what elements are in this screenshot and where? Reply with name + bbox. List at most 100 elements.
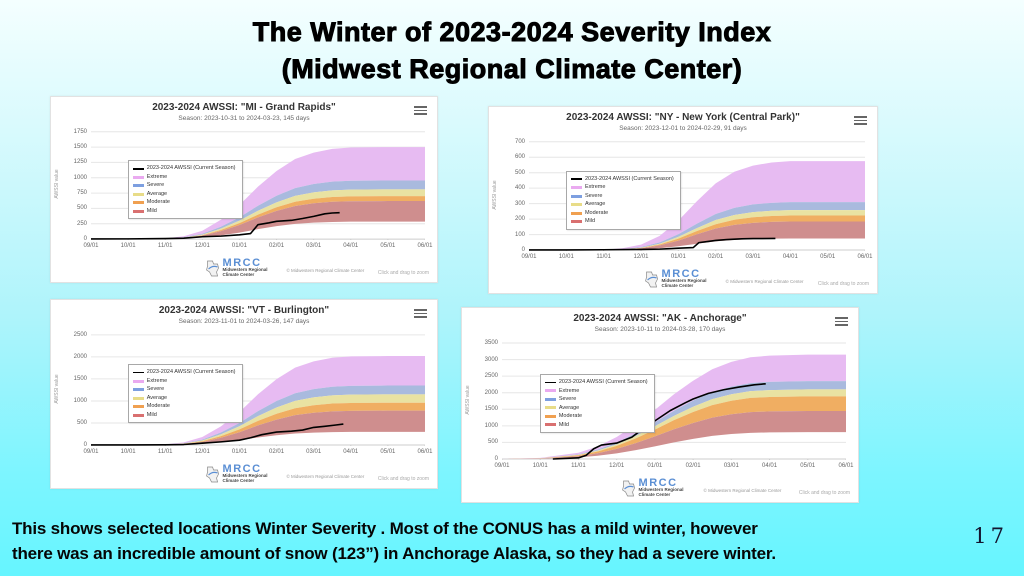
- x-tick-label: 02/01: [685, 463, 701, 469]
- zoom-hint-text: Click and drag to zoom: [377, 476, 429, 482]
- caption-line-2: there was an incredible amount of snow (…: [12, 544, 776, 563]
- y-axis-tick-labels: 0 500 1000 1500 2000 2500 3000 3500: [468, 339, 498, 462]
- chart-panel-ny-new-york-central-park: 2023-2024 AWSSI: "NY - New York (Central…: [488, 106, 878, 294]
- x-tick-label: 10/01: [120, 243, 136, 249]
- chart-title: 2023-2024 AWSSI: "VT - Burlington": [158, 305, 330, 316]
- band-moderate: [91, 402, 425, 446]
- x-tick-label: 10/01: [558, 254, 574, 260]
- mrcc-logo: MRCC Midwestern Regional Climate Center: [206, 464, 268, 484]
- chart-footer: MRCC Midwestern Regional Climate Center …: [51, 254, 437, 280]
- band-extreme: [529, 161, 865, 251]
- x-tick-label: 03/01: [723, 463, 739, 469]
- legend-swatch-average: [544, 406, 556, 410]
- plot-canvas[interactable]: [502, 339, 846, 460]
- y-tick-label: 750: [76, 190, 87, 197]
- x-tick-label: 02/01: [708, 254, 724, 260]
- y-tick-label: 3500: [484, 340, 498, 347]
- mrcc-logo-name-line-1: Midwestern Regional: [638, 487, 684, 493]
- y-tick-label: 0: [83, 236, 87, 243]
- mrcc-logo-name-line-1: Midwestern Regional: [222, 267, 268, 273]
- legend-item: Extreme: [132, 377, 236, 386]
- band-severe: [502, 381, 846, 459]
- mrcc-logo-acronym: MRCC: [222, 463, 262, 476]
- mrcc-logo-name-line-2: Climate Center: [222, 478, 255, 484]
- legend-item: Average: [544, 404, 648, 413]
- band-severe: [91, 385, 425, 446]
- copyright-text: © Midwestern Regional Climate Center: [286, 268, 365, 273]
- x-tick-label: 09/01: [83, 449, 99, 455]
- legend-label: Severe: [558, 396, 577, 403]
- chart-subtitle: Season: 2023-10-11 to 2024-03-28, 170 da…: [594, 326, 726, 333]
- y-tick-label: 1500: [73, 375, 87, 382]
- plot-canvas[interactable]: [529, 138, 865, 251]
- legend-label: Extreme: [558, 387, 580, 394]
- legend-label: Mild: [146, 207, 157, 214]
- legend-swatch-2023-2024-awssi-current-season-: [132, 167, 144, 170]
- legend-item: Average: [132, 190, 236, 199]
- legend-item: Moderate: [570, 209, 674, 218]
- legend: 2023-2024 AWSSI (Current Season) Extreme S…: [565, 170, 681, 230]
- chart-title: 2023-2024 AWSSI: "NY - New York (Central…: [566, 112, 800, 123]
- x-tick-label: 06/01: [838, 463, 854, 469]
- y-tick-label: 250: [76, 220, 87, 227]
- slide-title-line-1: The Winter of 2023-2024 Severity Index: [252, 17, 772, 48]
- zoom-hint-text: Click and drag to zoom: [377, 270, 429, 276]
- legend-item: 2023-2024 AWSSI (Current Season): [544, 378, 648, 387]
- legend-swatch-moderate: [570, 211, 582, 215]
- chart-menu-icon[interactable]: [414, 309, 427, 320]
- legend-item: Moderate: [132, 198, 236, 207]
- y-tick-label: 500: [487, 439, 498, 446]
- legend-swatch-moderate: [132, 201, 144, 205]
- legend-label: Extreme: [584, 184, 606, 191]
- x-tick-label: 01/01: [647, 463, 663, 469]
- mrcc-logo-acronym: MRCC: [222, 257, 262, 270]
- slide-caption: This shows selected locations Winter Sev…: [12, 516, 776, 566]
- legend-swatch-extreme: [570, 186, 582, 190]
- band-average: [91, 394, 425, 446]
- legend-swatch-moderate: [544, 414, 556, 418]
- y-tick-label: 1000: [73, 174, 87, 181]
- y-tick-label: 400: [514, 185, 525, 192]
- chart-menu-icon[interactable]: [854, 116, 867, 127]
- legend-label: Mild: [584, 218, 596, 225]
- legend-swatch-severe: [544, 397, 556, 401]
- chart-menu-icon[interactable]: [414, 106, 427, 117]
- legend-swatch-2023-2024-awssi-current-season-: [544, 381, 556, 384]
- legend-item: Average: [132, 394, 236, 403]
- legend-label: Severe: [146, 386, 165, 393]
- mrcc-logo-name-line-2: Climate Center: [638, 492, 671, 498]
- mrcc-map-icon: [206, 260, 219, 277]
- legend-label: Average: [146, 190, 168, 197]
- chart-footer: MRCC Midwestern Regional Climate Center …: [489, 265, 877, 291]
- legend-item: Extreme: [544, 387, 648, 396]
- plot-region: AWSSI value 0 500 1000 1500 2000 2500 3000 3500…: [465, 339, 854, 469]
- legend-label: 2023-2024 AWSSI (Current Season): [146, 369, 236, 376]
- current-season-line: [91, 213, 340, 239]
- chart-menu-icon[interactable]: [835, 317, 848, 328]
- x-tick-label: 12/01: [609, 463, 625, 469]
- current-season-line: [91, 424, 343, 445]
- mrcc-logo: MRCC Midwestern Regional Climate Center: [622, 478, 684, 498]
- x-tick-label: 03/01: [306, 449, 322, 455]
- legend-item: Average: [570, 200, 674, 209]
- x-tick-label: 05/01: [800, 463, 816, 469]
- band-severe: [91, 180, 425, 240]
- band-mild: [91, 201, 425, 240]
- legend-swatch-2023-2024-awssi-current-season-: [132, 371, 144, 374]
- zoom-hint-text: Click and drag to zoom: [817, 281, 869, 287]
- plot-region: AWSSI value 0 100 200 300 400 500 600 700 09/01…: [492, 138, 873, 260]
- chart-panel-mi-grand-rapids: 2023-2024 AWSSI: "MI - Grand Rapids" Sea…: [50, 96, 438, 283]
- y-tick-label: 200: [514, 216, 525, 223]
- x-tick-label: 12/01: [194, 243, 210, 249]
- legend-swatch-average: [132, 192, 144, 196]
- legend-item: 2023-2024 AWSSI (Current Season): [132, 164, 236, 173]
- band-moderate: [529, 215, 865, 251]
- x-tick-label: 03/01: [745, 254, 761, 260]
- legend-label: Severe: [146, 182, 165, 189]
- x-tick-label: 04/01: [343, 449, 359, 455]
- y-tick-label: 500: [76, 420, 87, 426]
- mrcc-map-icon: [645, 271, 658, 288]
- x-tick-label: 11/01: [157, 243, 173, 249]
- x-tick-label: 02/01: [269, 449, 285, 455]
- legend-item: Severe: [132, 181, 236, 190]
